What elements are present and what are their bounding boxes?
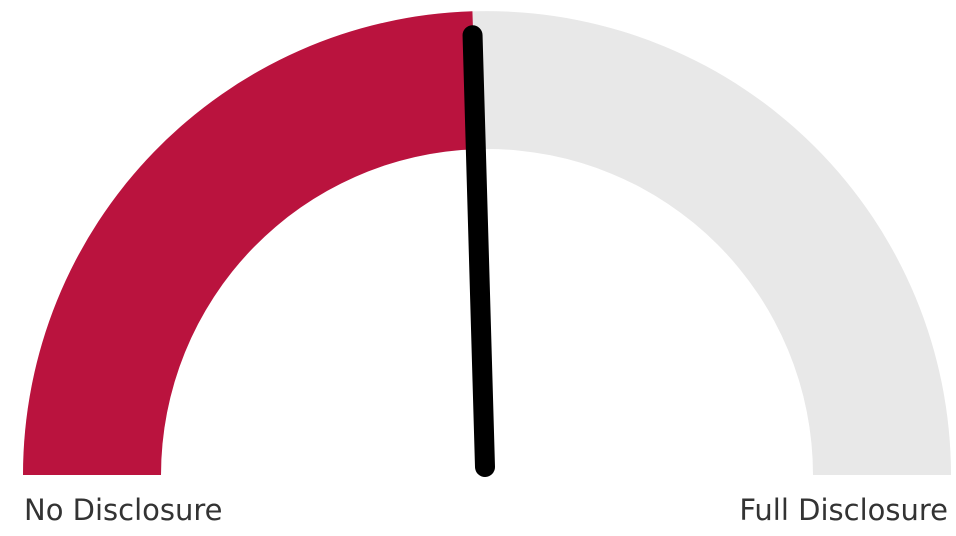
gauge-min-label: No Disclosure (24, 493, 223, 527)
gauge-fill (23, 11, 477, 476)
gauge-max-label: Full Disclosure (739, 493, 948, 527)
gauge-needle (462, 25, 495, 477)
